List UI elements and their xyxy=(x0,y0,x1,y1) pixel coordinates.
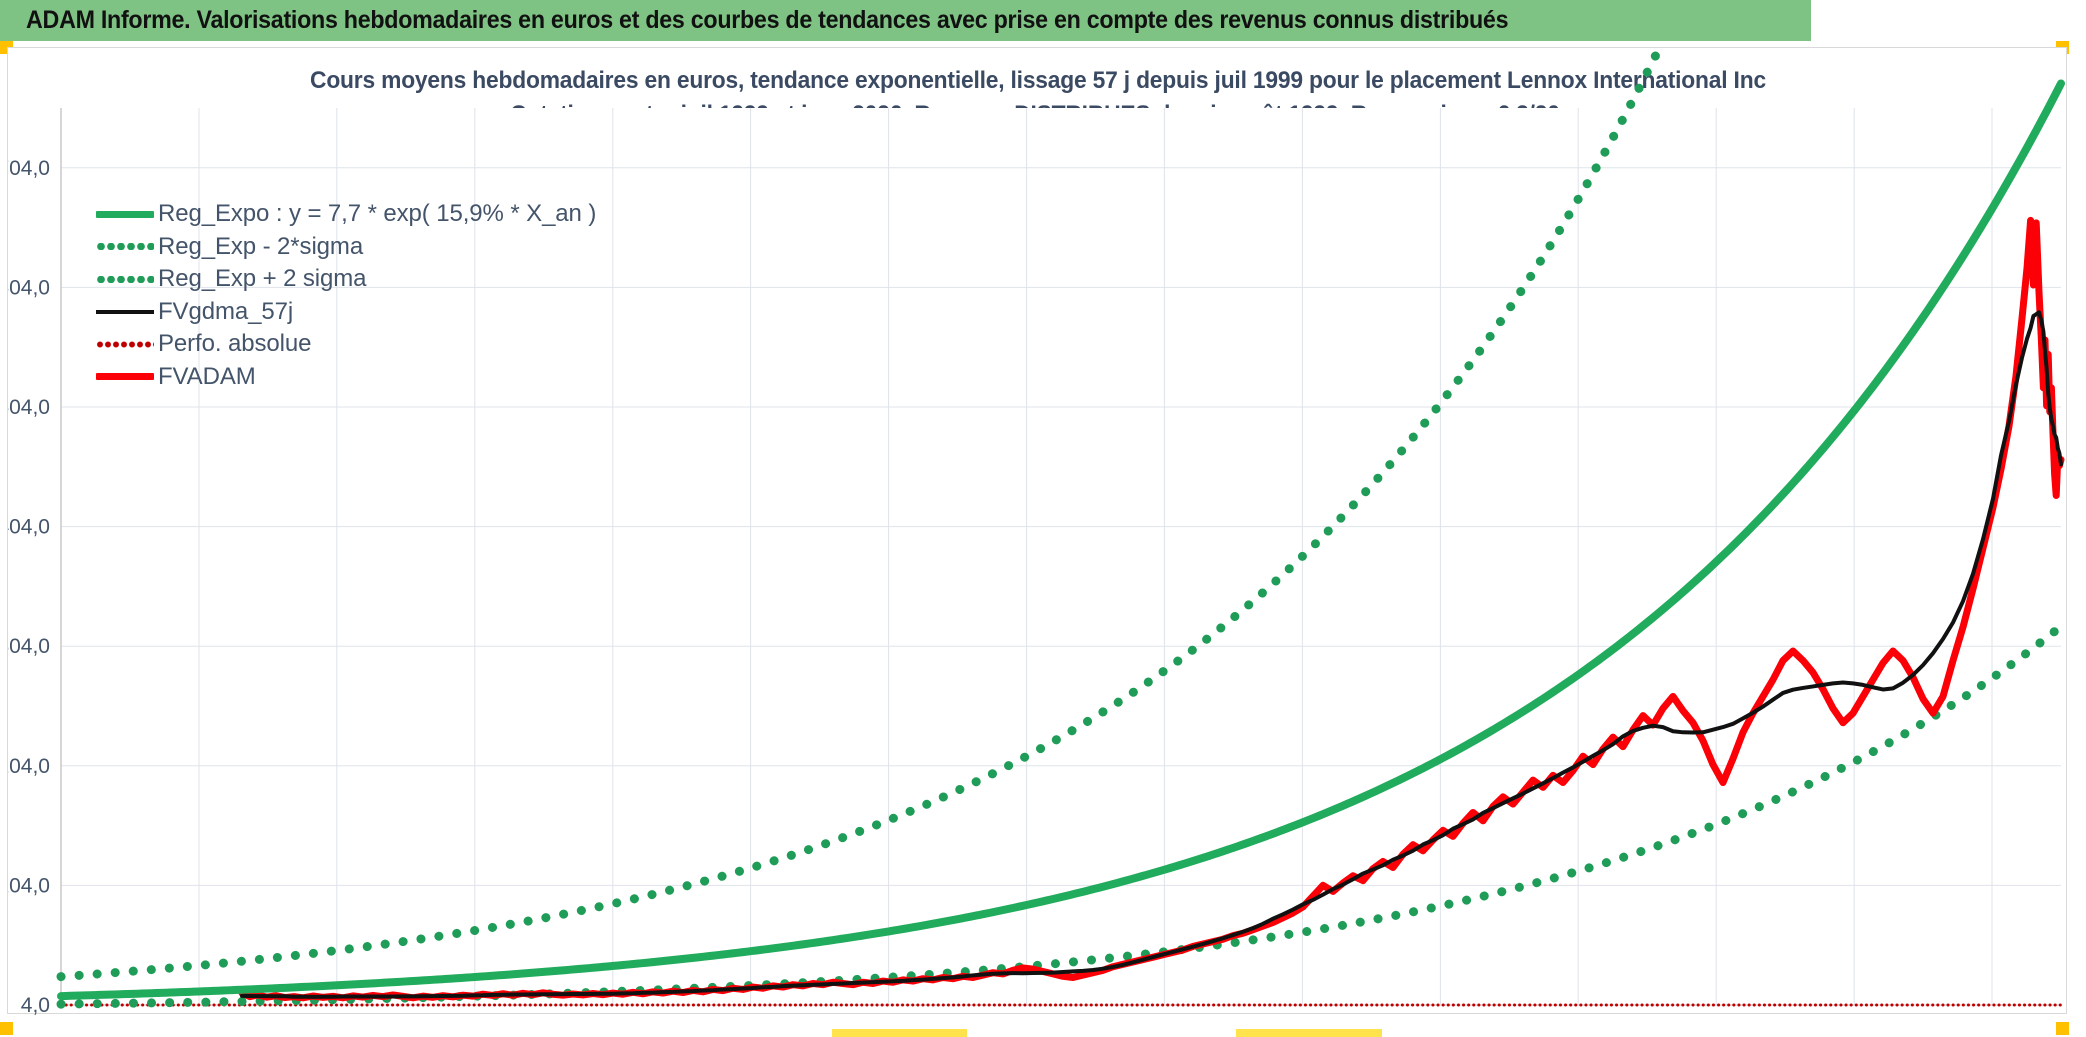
banner-right-filler xyxy=(1811,0,2086,41)
y-tick-label: 504,0 xyxy=(8,396,50,419)
y-tick-label: 204,0 xyxy=(8,755,50,778)
chart-container: Cours moyens hebdomadaires en euros, ten… xyxy=(7,47,2068,1015)
chart-svg: 4,0104,0204,0304,0404,0504,0604,0704,019… xyxy=(8,48,2066,1015)
legend-item-reg_exp_plus_2sigma[interactable]: Reg_Exp + 2 sigma xyxy=(96,263,596,296)
top-banner: ADAM Informe. Valorisations hebdomadaire… xyxy=(0,0,1811,41)
legend-swatch-fvadam xyxy=(96,368,154,386)
legend-swatch-perfo_absolue xyxy=(96,335,154,353)
series-reg-exp-minus-2sigma xyxy=(56,621,2066,1009)
series-reg-expo xyxy=(57,79,2065,1001)
y-tick-label: 704,0 xyxy=(8,157,50,180)
legend-swatch-reg_expo xyxy=(96,205,154,223)
y-tick-label: 604,0 xyxy=(8,276,50,299)
y-tick-label: 104,0 xyxy=(8,874,50,897)
y-tick-label: 404,0 xyxy=(8,516,50,539)
legend-item-reg_expo[interactable]: Reg_Expo : y = 7,7 * exp( 15,9% * X_an ) xyxy=(96,198,596,231)
legend-label-fvgdma_57j: FVgdma_57j xyxy=(158,297,294,325)
series-fvgdma-57j xyxy=(240,310,2063,999)
legend-item-reg_exp_minus_2sigma[interactable]: Reg_Exp - 2*sigma xyxy=(96,231,596,264)
marker-bottom-right xyxy=(2056,1022,2069,1035)
legend-item-fvadam[interactable]: FVADAM xyxy=(96,361,596,394)
legend-label-fvadam: FVADAM xyxy=(158,362,256,390)
marker-bottom-mid-right xyxy=(1236,1029,1382,1037)
plot-background xyxy=(61,108,2061,1005)
legend-item-fvgdma_57j[interactable]: FVgdma_57j xyxy=(96,296,596,329)
banner-title: ADAM Informe. Valorisations hebdomadaire… xyxy=(26,6,1509,34)
plot-area: 4,0104,0204,0304,0404,0504,0604,0704,019… xyxy=(8,48,2068,1015)
legend-label-reg_exp_plus_2sigma: Reg_Exp + 2 sigma xyxy=(158,265,367,293)
marker-bottom-mid-left xyxy=(832,1029,967,1037)
legend-item-perfo_absolue[interactable]: Perfo. absolue xyxy=(96,328,596,361)
legend-swatch-reg_exp_minus_2sigma xyxy=(96,238,154,256)
legend-label-reg_exp_minus_2sigma: Reg_Exp - 2*sigma xyxy=(158,232,364,260)
chart-title-line-1: Cours moyens hebdomadaires en euros, ten… xyxy=(310,67,1766,94)
marker-bottom-left xyxy=(0,1022,13,1035)
legend-label-reg_expo: Reg_Expo : y = 7,7 * exp( 15,9% * X_an ) xyxy=(158,200,597,228)
legend-swatch-reg_exp_plus_2sigma xyxy=(96,270,154,288)
chart-legend: Reg_Expo : y = 7,7 * exp( 15,9% * X_an )… xyxy=(96,198,596,393)
legend-label-perfo_absolue: Perfo. absolue xyxy=(158,330,312,358)
y-tick-label: 4,0 xyxy=(21,994,50,1015)
legend-swatch-fvgdma_57j xyxy=(96,303,154,321)
y-tick-label: 304,0 xyxy=(8,635,50,658)
